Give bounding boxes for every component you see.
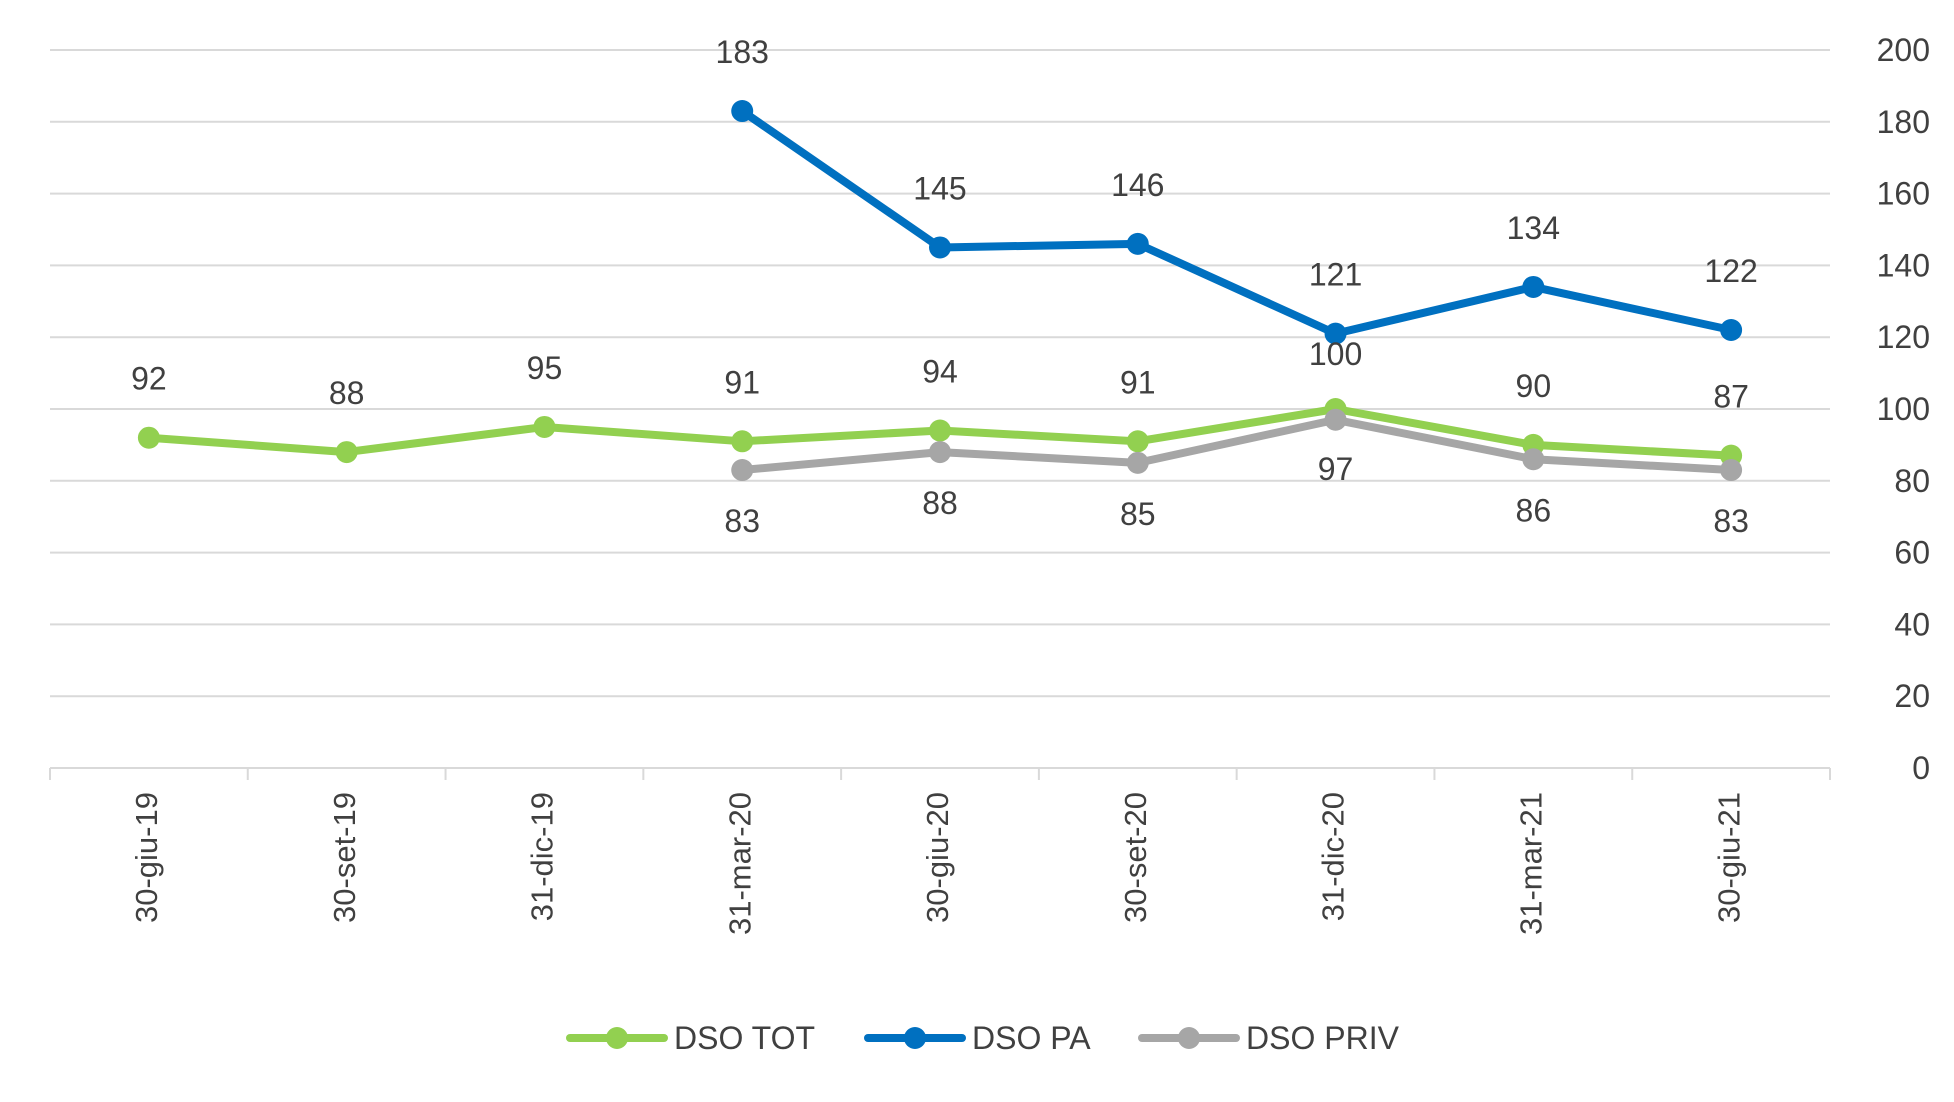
data-label: 100	[1309, 336, 1362, 372]
data-point	[1324, 322, 1347, 345]
legend: DSO TOT DSO PA DSO PRIV	[566, 1020, 1400, 1056]
data-point	[1522, 275, 1545, 298]
series-points	[137, 100, 1743, 482]
data-label: 86	[1516, 492, 1552, 528]
data-point	[1126, 430, 1149, 453]
data-point	[1522, 448, 1545, 471]
data-point	[533, 415, 556, 438]
x-tick-label: 31-dic-19	[525, 792, 560, 921]
legend-marker	[1178, 1027, 1200, 1049]
data-point	[929, 236, 951, 259]
data-label: 94	[922, 354, 958, 390]
data-label: 87	[1713, 379, 1749, 415]
data-point	[929, 441, 951, 464]
data-label: 85	[1120, 496, 1156, 532]
data-label: 91	[724, 364, 760, 400]
data-label: 88	[329, 375, 365, 411]
y-tick-label: 180	[1877, 104, 1930, 140]
x-tick-label: 30-set-19	[327, 792, 362, 923]
data-point	[1126, 232, 1149, 255]
legend-marker	[606, 1027, 628, 1049]
y-tick-label: 20	[1894, 678, 1930, 714]
data-label: 90	[1516, 368, 1552, 404]
data-label: 183	[716, 34, 769, 70]
series-lines	[144, 107, 1736, 475]
x-tick-label: 30-set-20	[1118, 792, 1153, 923]
data-label: 92	[131, 361, 167, 397]
data-point	[1720, 319, 1743, 342]
legend-label: DSO PRIV	[1246, 1020, 1400, 1056]
legend-marker	[904, 1027, 926, 1049]
data-point	[731, 100, 754, 123]
legend-label: DSO PA	[972, 1020, 1091, 1056]
data-point	[1324, 408, 1347, 431]
y-tick-label: 200	[1877, 32, 1930, 68]
series-line-dso-pa	[738, 107, 1736, 338]
x-tick-label: 30-giu-21	[1711, 792, 1746, 923]
y-tick-label: 40	[1894, 606, 1930, 642]
data-point	[1126, 451, 1149, 474]
y-axis-ticks: 0 20 40 60 80 100 120 140 160 180 200	[1877, 32, 1930, 786]
y-tick-label: 60	[1894, 535, 1930, 571]
data-label: 91	[1120, 364, 1156, 400]
gridlines	[50, 49, 1830, 698]
data-label: 122	[1704, 253, 1757, 289]
legend-label: DSO TOT	[674, 1020, 815, 1056]
data-label: 145	[913, 170, 966, 206]
data-label: 134	[1507, 210, 1560, 246]
data-label: 97	[1318, 451, 1354, 487]
y-tick-label: 140	[1877, 247, 1930, 283]
data-point	[137, 426, 160, 449]
data-label: 121	[1309, 257, 1362, 293]
data-label: 88	[922, 485, 958, 521]
data-label: 146	[1111, 167, 1164, 203]
data-label: 83	[1713, 503, 1749, 539]
x-tick-label: 30-giu-20	[920, 792, 955, 923]
data-point	[1720, 459, 1743, 482]
x-tick-label: 31-mar-21	[1514, 792, 1549, 935]
x-tick-label: 31-mar-20	[722, 792, 757, 935]
data-label: 83	[724, 503, 760, 539]
data-labels: 92 88 95 91 94 91 100 90 87 183 145 146 121 134 122 83 8…	[131, 34, 1758, 539]
y-tick-label: 120	[1877, 319, 1930, 355]
x-axis	[49, 767, 1831, 780]
data-point	[335, 441, 358, 464]
series-line-dso-priv	[738, 415, 1736, 475]
y-tick-label: 100	[1877, 391, 1930, 427]
x-tick-label: 31-dic-20	[1316, 792, 1351, 921]
data-point	[731, 430, 754, 453]
data-point	[731, 459, 754, 482]
y-tick-label: 160	[1877, 176, 1930, 212]
data-label: 95	[527, 350, 563, 386]
y-tick-label: 0	[1912, 750, 1930, 786]
x-axis-ticks: 30-giu-19 30-set-19 31-dic-19 31-mar-20 30-g…	[129, 792, 1746, 935]
data-point	[929, 419, 951, 442]
y-tick-label: 80	[1894, 463, 1930, 499]
x-tick-label: 30-giu-19	[129, 792, 164, 923]
